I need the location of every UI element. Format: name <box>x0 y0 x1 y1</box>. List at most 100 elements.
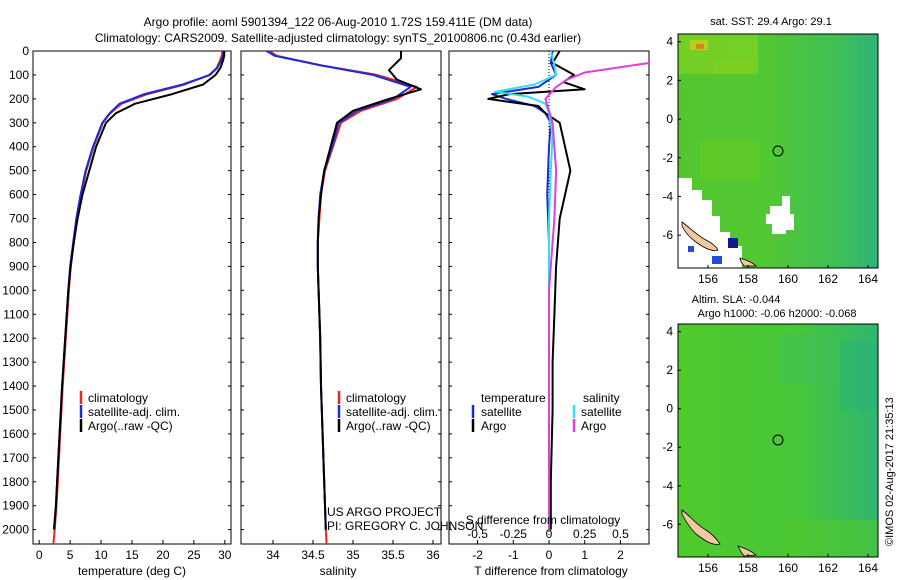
map-top-frame <box>677 33 879 269</box>
series-line-sal_satellite <box>494 51 558 530</box>
x-tick-label: 34.5 <box>301 548 325 562</box>
salinity-plot-frame <box>240 50 442 545</box>
x-tick-label: 35 <box>346 548 360 562</box>
difference-top-xlabel: S difference from climatology <box>466 513 621 527</box>
x-tick-label: 25 <box>187 548 201 562</box>
depth-tick-label: 1300 <box>2 355 29 369</box>
salinity-series <box>266 51 422 544</box>
depth-tick-label: 900 <box>9 259 29 273</box>
series-line-sal_argo <box>544 62 649 530</box>
sst-warm-patch <box>715 60 755 74</box>
map-y-tick-label: -4 <box>662 189 673 203</box>
top-tick-label: -0.25 <box>500 527 528 541</box>
depth-tick-label: 1100 <box>3 307 29 321</box>
top-tick-label: 0.25 <box>573 527 597 541</box>
salinity-xlabel: salinity <box>320 564 357 578</box>
map-y-tick-label: -6 <box>662 228 673 242</box>
map-top-title: sat. SST: 29.4 Argo: 29.1 <box>710 16 832 28</box>
x-tick-label: -1 <box>508 548 519 562</box>
depth-tick-label: 700 <box>9 212 29 226</box>
series-line-argo <box>53 51 226 530</box>
depth-axis: 0 100 200 300 400 500 600 700 800 900 1000 1100 1200… <box>2 44 649 537</box>
series-line-climatology <box>52 51 224 544</box>
map-y-tick-label: 0 <box>666 402 673 416</box>
map-y-tick-label: 2 <box>666 363 673 377</box>
difference-legend: temperature salinity satellite Argo sate… <box>471 391 622 433</box>
depth-tick-label: 100 <box>9 68 29 82</box>
difference-series <box>487 51 649 530</box>
temperature-xlabel: temperature (deg C) <box>78 564 186 578</box>
watermark: ©IMOS 02-Aug-2017 21:35:13 <box>884 397 896 546</box>
argo-position-marker <box>772 145 784 157</box>
header-title: Argo profile: aoml 5901394_122 06-Aug-20… <box>144 15 533 29</box>
x-tick-label: 15 <box>125 548 139 562</box>
cloud-mask <box>678 178 742 268</box>
x-tick-label: 36 <box>426 548 440 562</box>
map-top-axes: 156 158 160 162 164 4 2 0 -2 -4 -6 <box>662 35 878 286</box>
legend-label-argo: Argo(..raw -QC) <box>88 419 173 433</box>
map-y-tick-label: 4 <box>666 35 673 49</box>
salinity-x-axis: 34 34.5 35 35.5 36 <box>266 540 440 562</box>
sst-warm-patch <box>700 140 760 180</box>
map-y-tick-label: -6 <box>662 517 673 531</box>
credit-project: US ARGO PROJECT <box>327 505 442 519</box>
legend-label-sal-satellite: satellite <box>581 405 622 419</box>
sla-patch <box>780 520 878 557</box>
x-tick-label: 20 <box>156 548 170 562</box>
depth-tick-label: 1500 <box>2 403 29 417</box>
depth-tick-label: 2000 <box>2 523 29 537</box>
map-bottom-height: Argo h1000: -0.06 h2000: -0.068 <box>697 308 856 320</box>
map-bottom-frame <box>677 323 879 558</box>
legend-label-temp-argo: Argo <box>481 419 507 433</box>
x-tick-label: 0 <box>36 548 43 562</box>
legend-label-temp-satellite: satellite <box>481 405 522 419</box>
map-top <box>677 33 879 269</box>
sst-hot-spot <box>696 44 704 49</box>
legend-header-salinity: salinity <box>583 391 620 405</box>
island-shape <box>681 221 719 251</box>
difference-top-axis: -0.5 -0.25 0 0.25 0.5 <box>467 527 629 541</box>
temperature-plot-frame <box>32 50 232 545</box>
x-tick-label: 2 <box>617 548 624 562</box>
map-y-tick-label: 4 <box>666 325 673 339</box>
header-subtitle: Climatology: CARS2009. Satellite-adjuste… <box>95 31 581 45</box>
x-tick-label: 10 <box>94 548 108 562</box>
temperature-series <box>52 51 226 544</box>
depth-tick-label: 500 <box>9 164 29 178</box>
map-x-tick-label: 158 <box>738 561 758 575</box>
cloud-mask <box>766 196 794 234</box>
x-tick-label: 34 <box>266 548 280 562</box>
sla-patch <box>840 340 878 410</box>
map-y-tick-label: -2 <box>662 151 673 165</box>
series-line-argo <box>487 51 586 530</box>
sla-patch <box>780 334 840 384</box>
cold-pixel <box>688 246 694 252</box>
legend-label-climatology: climatology <box>88 391 148 405</box>
map-bottom-axes: 156 158 160 162 164 4 2 0 -2 -4 -6 <box>662 325 878 575</box>
island-shape <box>681 509 721 545</box>
salinity-legend: climatology satellite-adj. clim. Argo(..… <box>337 391 438 433</box>
map-y-tick-label: 2 <box>666 73 673 87</box>
map-x-tick-label: 160 <box>778 561 798 575</box>
argo-position-marker <box>772 434 784 446</box>
cold-pixel <box>712 256 722 264</box>
depth-tick-label: 1400 <box>2 379 29 393</box>
map-x-tick-label: 164 <box>858 272 878 286</box>
x-tick-label: 35.5 <box>381 548 405 562</box>
x-tick-label: 30 <box>218 548 232 562</box>
map-y-tick-label: -4 <box>662 479 673 493</box>
depth-tick-label: 600 <box>9 188 29 202</box>
map-x-tick-label: 158 <box>738 272 758 286</box>
map-x-tick-label: 156 <box>698 561 718 575</box>
temperature-legend: climatology satellite-adj. clim. Argo(..… <box>79 391 180 433</box>
map-x-tick-label: 164 <box>858 561 878 575</box>
depth-tick-label: 1000 <box>2 283 29 297</box>
depth-tick-label: 400 <box>9 140 29 154</box>
island-shape <box>737 545 758 557</box>
top-tick-label: 0.5 <box>612 527 629 541</box>
depth-tick-label: 1700 <box>2 451 29 465</box>
series-line-satellite <box>53 51 225 530</box>
legend-label-satellite: satellite-adj. clim. <box>346 405 438 419</box>
temperature-x-axis: 0 5 10 15 20 25 30 <box>36 540 232 562</box>
